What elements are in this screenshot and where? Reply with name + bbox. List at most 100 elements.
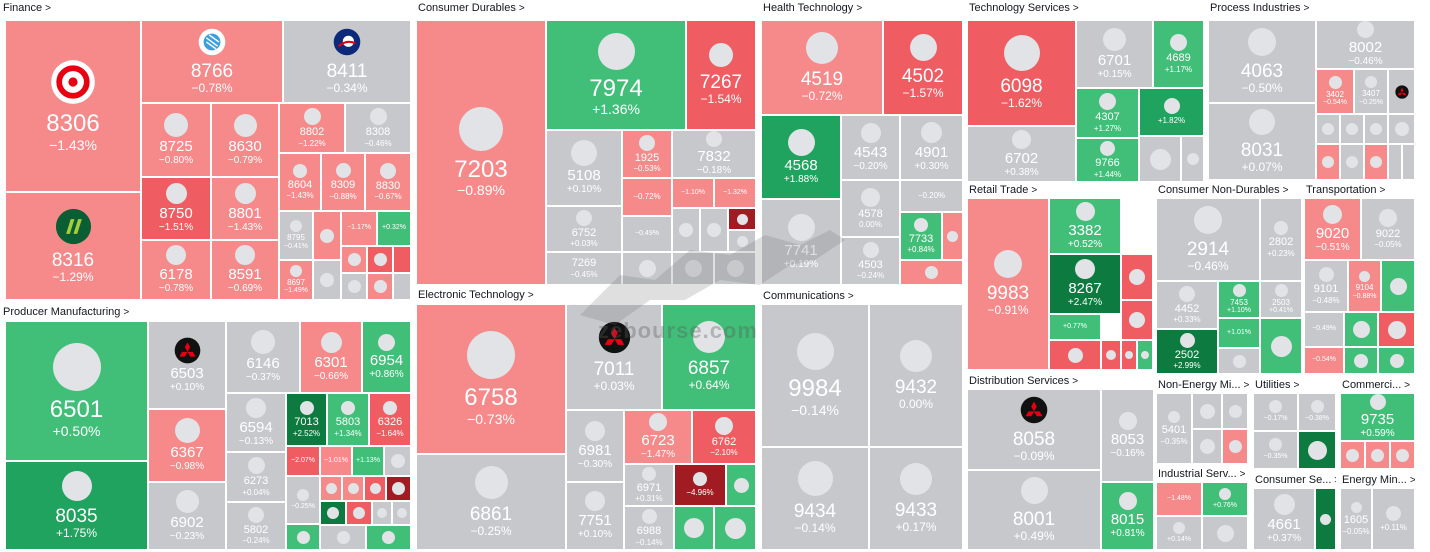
stock-tile-8725[interactable]: 8725 −0.80% <box>141 103 211 177</box>
stock-tile-8630[interactable]: 8630 −0.79% <box>211 103 279 177</box>
stock-tile[interactable] <box>372 501 392 525</box>
stock-tile-7733[interactable]: 7733 +0.84% <box>900 212 942 260</box>
stock-tile-8604[interactable]: 8604 −1.43% <box>279 153 321 211</box>
stock-tile-2914[interactable]: 2914 −0.46% <box>1156 198 1260 281</box>
stock-tile[interactable] <box>341 273 367 300</box>
stock-tile-6701[interactable]: 6701 +0.15% <box>1076 20 1153 88</box>
stock-tile-9020[interactable]: 9020 −0.51% <box>1304 198 1361 260</box>
stock-tile-8002[interactable]: 8002 −0.46% <box>1316 20 1415 69</box>
stock-tile[interactable] <box>1364 144 1388 180</box>
stock-tile[interactable] <box>1316 144 1340 180</box>
stock-tile[interactable] <box>672 252 714 285</box>
sector-header-technology-services[interactable]: Technology Services > <box>966 0 1204 16</box>
stock-tile[interactable] <box>1202 516 1248 550</box>
stock-tile[interactable]: −0.17% <box>1253 393 1298 431</box>
stock-tile[interactable]: +0.77% <box>1049 314 1101 340</box>
stock-tile[interactable] <box>392 501 411 525</box>
stock-tile[interactable]: −1.32% <box>714 178 756 208</box>
stock-tile-6326[interactable]: 6326 −1.64% <box>369 393 411 446</box>
stock-tile-4689[interactable]: 4689 +1.17% <box>1153 20 1204 88</box>
stock-tile-6954[interactable]: 6954 +0.86% <box>362 321 411 393</box>
stock-tile-9735[interactable]: 9735 +0.59% <box>1340 393 1415 441</box>
stock-tile-6723[interactable]: 6723 −1.47% <box>624 410 692 464</box>
stock-tile[interactable] <box>728 208 756 230</box>
stock-tile-6702[interactable]: 6702 +0.38% <box>967 126 1076 182</box>
stock-tile-9022[interactable]: 9022 −0.05% <box>1361 198 1415 260</box>
stock-tile-4543[interactable]: 4543 −0.20% <box>841 115 900 180</box>
sector-header-non-energy-minerals[interactable]: Non-Energy Mi... > <box>1155 377 1252 393</box>
stock-tile[interactable] <box>1139 136 1181 182</box>
sector-header-communications[interactable]: Communications > <box>760 288 965 304</box>
stock-tile[interactable] <box>1298 431 1336 469</box>
stock-tile[interactable] <box>1218 348 1260 374</box>
stock-tile-4452[interactable]: 4452 +0.33% <box>1156 281 1218 329</box>
stock-tile-8031[interactable]: 8031 +0.07% <box>1208 103 1316 180</box>
stock-tile-4578[interactable]: 4578 0.00% <box>841 180 900 237</box>
stock-tile[interactable] <box>313 260 341 300</box>
stock-tile[interactable] <box>393 246 411 273</box>
stock-tile[interactable]: −0.72% <box>622 178 672 216</box>
stock-tile-6178[interactable]: 6178 −0.78% <box>141 240 211 300</box>
stock-tile[interactable] <box>1181 136 1204 182</box>
stock-tile[interactable]: −0.35% <box>1253 431 1298 469</box>
stock-tile-4063[interactable]: 4063 −0.50% <box>1208 20 1316 103</box>
stock-tile-8591[interactable]: 8591 −0.69% <box>211 240 279 300</box>
stock-tile[interactable] <box>1049 340 1101 370</box>
stock-tile-7832[interactable]: 7832 −0.18% <box>672 130 756 178</box>
stock-tile[interactable] <box>700 208 728 252</box>
sector-header-consumer-durables[interactable]: Consumer Durables > <box>415 0 755 16</box>
stock-tile-2802[interactable]: 2802 +0.23% <box>1260 198 1302 281</box>
stock-tile[interactable] <box>342 476 364 501</box>
stock-tile-7203[interactable]: 7203 −0.89% <box>416 20 546 285</box>
stock-tile-1925[interactable]: 1925 −0.53% <box>622 130 672 178</box>
stock-tile[interactable]: −2.07% <box>286 446 320 476</box>
stock-tile[interactable] <box>1260 318 1302 374</box>
stock-tile-3402[interactable]: 3402 −0.54% <box>1316 69 1354 114</box>
stock-tile-4661[interactable]: 4661 +0.37% <box>1253 488 1315 550</box>
stock-tile[interactable]: +1.01% <box>1218 318 1260 348</box>
stock-tile[interactable] <box>1137 340 1153 370</box>
stock-tile-4502[interactable]: 4502 −1.57% <box>883 20 963 115</box>
sector-header-retail-trade[interactable]: Retail Trade > <box>966 182 1154 198</box>
stock-tile[interactable] <box>386 476 411 501</box>
stock-tile-6758[interactable]: 6758 −0.73% <box>416 304 566 454</box>
stock-tile[interactable] <box>714 252 756 285</box>
stock-tile[interactable]: −0.49% <box>622 216 672 252</box>
stock-tile-9101[interactable]: 9101 −0.48% <box>1304 260 1348 312</box>
stock-tile-7013[interactable]: 7013 +2.52% <box>286 393 327 446</box>
sector-header-consumer-non-durables[interactable]: Consumer Non-Durables > <box>1155 182 1303 198</box>
stock-tile[interactable] <box>1388 114 1415 144</box>
stock-tile-8001[interactable]: 8001 +0.49% <box>967 470 1101 550</box>
stock-tile[interactable] <box>286 524 320 550</box>
stock-tile-5803[interactable]: 5803 +1.34% <box>327 393 369 446</box>
sector-header-finance[interactable]: Finance > <box>0 0 412 16</box>
stock-tile-6273[interactable]: 6273 +0.04% <box>226 452 286 502</box>
stock-tile[interactable] <box>728 230 756 252</box>
stock-tile[interactable] <box>364 476 386 501</box>
stock-tile-7751[interactable]: 7751 +0.10% <box>566 482 624 550</box>
stock-tile[interactable] <box>1378 312 1415 347</box>
stock-tile[interactable] <box>384 446 411 476</box>
sector-header-industrial-services[interactable]: Industrial Serv... > <box>1155 466 1252 482</box>
stock-tile[interactable] <box>320 501 346 525</box>
sector-header-utilities[interactable]: Utilities > <box>1252 377 1336 393</box>
stock-tile-6988[interactable]: 6988 −0.14% <box>624 506 674 550</box>
stock-tile[interactable] <box>1340 114 1364 144</box>
stock-tile-8411[interactable]: 8411 −0.34% <box>283 20 411 103</box>
stock-tile[interactable] <box>674 506 714 550</box>
stock-tile-6902[interactable]: 6902 −0.23% <box>148 482 226 550</box>
stock-tile-9433[interactable]: 9433 +0.17% <box>869 447 963 550</box>
stock-tile[interactable] <box>1388 144 1402 180</box>
stock-tile-8035[interactable]: 8035 +1.75% <box>5 461 148 550</box>
stock-tile-8267[interactable]: 8267 +2.47% <box>1049 254 1121 314</box>
stock-tile-8015[interactable]: 8015 +0.81% <box>1101 482 1154 550</box>
stock-tile[interactable]: −0.20% <box>900 180 963 212</box>
stock-tile[interactable]: +0.76% <box>1202 482 1248 516</box>
stock-tile-6861[interactable]: 6861 −0.25% <box>416 454 566 550</box>
stock-tile-8306[interactable]: 8306 −1.43% <box>5 20 141 192</box>
stock-tile[interactable] <box>1315 488 1336 550</box>
stock-tile-3407[interactable]: 3407 −0.25% <box>1354 69 1388 114</box>
stock-tile-6752[interactable]: 6752 +0.03% <box>546 206 622 252</box>
stock-tile-4568[interactable]: 4568 +1.88% <box>761 115 841 199</box>
stock-tile-8802[interactable]: 8802 −1.22% <box>279 103 345 153</box>
